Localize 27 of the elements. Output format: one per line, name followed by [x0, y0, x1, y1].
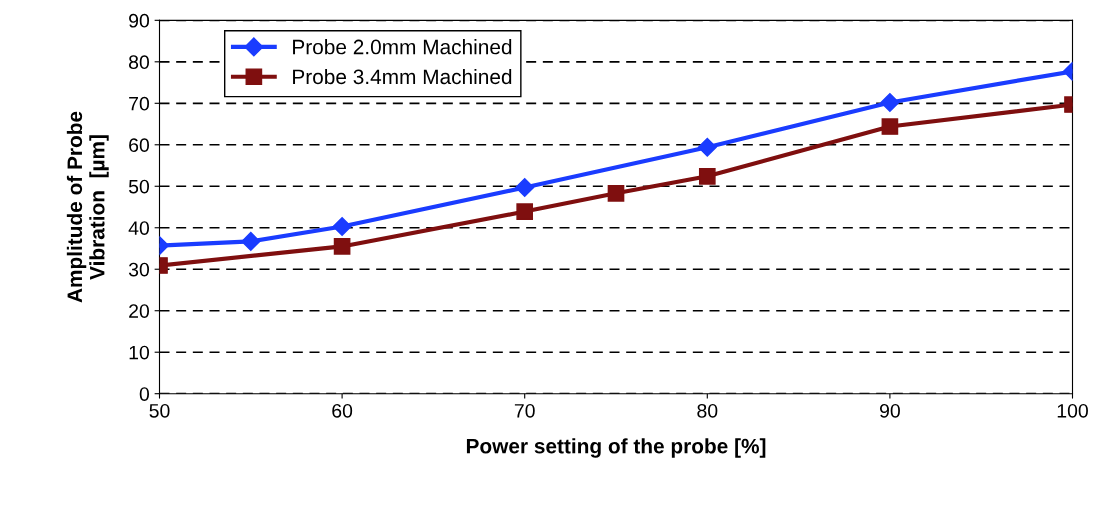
- point: [607, 184, 625, 202]
- legend-label: Probe 2.0mm Machined: [293, 39, 512, 55]
- y-tick-label: 40: [128, 221, 150, 235]
- x-tick-label: 60: [332, 403, 353, 418]
- x-tick-label: 90: [880, 403, 900, 418]
- x-tick-label: 70: [514, 403, 535, 418]
- y-tick-label: 60: [129, 138, 150, 153]
- point: [516, 203, 534, 220]
- y-tick-label: 90: [129, 13, 150, 28]
- x-tick-label: 50: [149, 403, 170, 418]
- y-tick-label: 80: [129, 55, 150, 70]
- legend-label: Probe 3.4mm Machined: [293, 68, 512, 85]
- point: [333, 238, 351, 255]
- y-tick-label: 20: [129, 304, 150, 318]
- point: [697, 137, 717, 157]
- y-tick-label: 30: [128, 262, 150, 277]
- y-tick-label: 70: [129, 96, 150, 111]
- y-tick-label: 50: [128, 179, 150, 194]
- point: [332, 216, 352, 237]
- x-axis-title: Power setting of the probe [%]: [466, 438, 766, 458]
- point: [515, 177, 535, 198]
- point: [698, 167, 716, 185]
- x-tick-label: 100: [1057, 403, 1088, 418]
- y-tick-label: 0: [139, 387, 150, 401]
- y-axis-title: Amplitude of Probe Vibration [µm]: [66, 111, 109, 303]
- y-tick-label: 10: [129, 345, 150, 360]
- x-tick-label: 80: [697, 403, 718, 418]
